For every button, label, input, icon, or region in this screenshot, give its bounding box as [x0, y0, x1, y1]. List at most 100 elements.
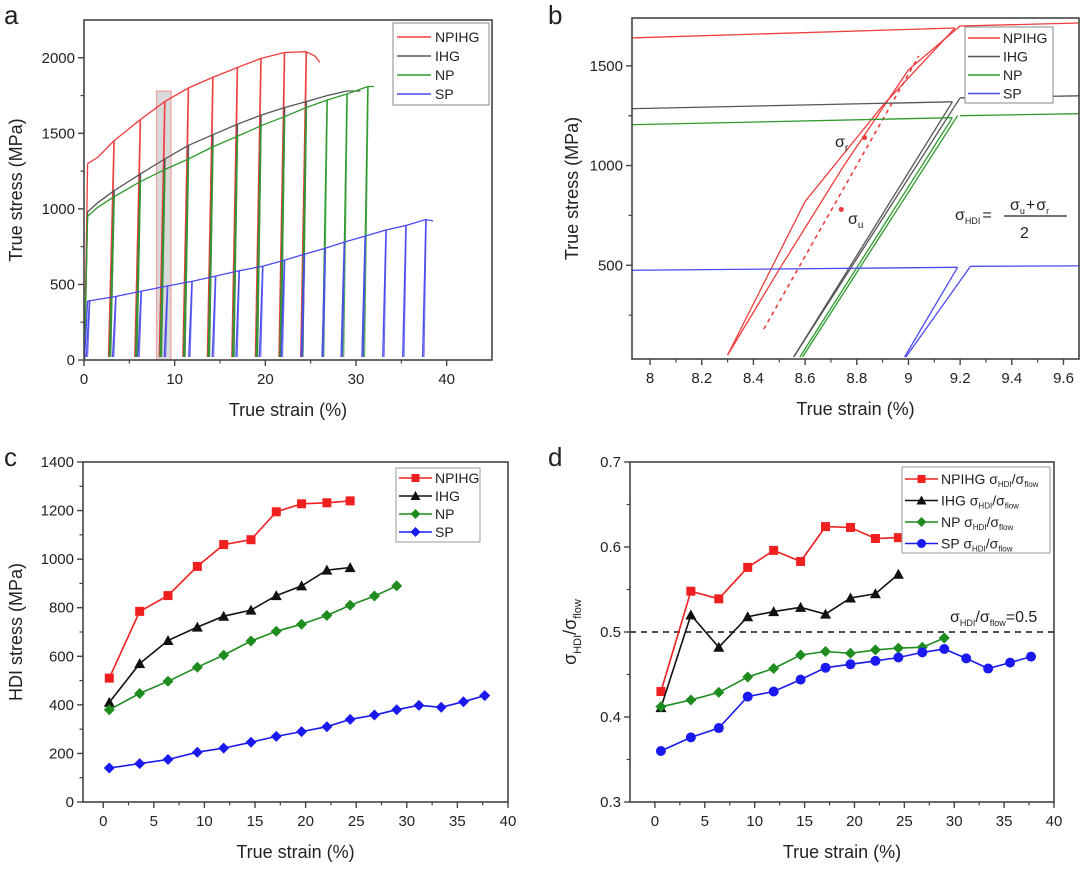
y-tick-label: 200: [49, 745, 74, 762]
data-point-square: [411, 474, 420, 482]
data-point-diamond: [191, 746, 203, 758]
y-tick-label: 400: [49, 697, 74, 714]
data-point-square: [656, 687, 666, 696]
data-point-circle: [939, 644, 950, 654]
panel-a-stress-strain: 0 10 20 30 40 0 500 1000 1500 2000 a True strain (%…: [4, 0, 493, 420]
panel-b-zoomed-loop: 8 8.2 8.4 8.6 8.8 9 9.2 9.4 9.6 500 1000 1500 b True …: [548, 0, 1080, 419]
panel-label: a: [4, 0, 19, 30]
sigma-symbol: σ: [985, 471, 998, 487]
data-point-triangle: [742, 611, 754, 622]
series-line: [660, 648, 1032, 752]
series-line: [109, 694, 485, 769]
data-point-diamond: [916, 517, 927, 527]
data-point-diamond: [245, 635, 257, 647]
unload-line: [254, 58, 262, 357]
unload-line: [255, 125, 262, 357]
unload-line: [321, 248, 326, 357]
data-point-circle: [917, 647, 928, 658]
x-tick-label: 8.8: [846, 370, 867, 387]
data-point-diamond: [795, 649, 807, 661]
data-point-diamond: [742, 671, 754, 683]
panel-c-hdi-stress: 0 5 10 15 20 25 30 35 40020040060080010001200140…: [4, 442, 516, 862]
unload-line: [235, 270, 240, 358]
unload-curve: [799, 117, 953, 358]
data-point-diamond: [391, 580, 403, 592]
legend-label: SP: [435, 524, 454, 540]
x-tick-label: 10: [746, 813, 763, 830]
legend-label: NP σHDI/σflow: [941, 514, 1013, 532]
unload-line: [382, 230, 387, 357]
slash-sigma: /σ: [560, 619, 580, 635]
data-point-circle: [742, 691, 753, 702]
reload-line: [138, 291, 143, 357]
legend-label: NPIHG: [435, 29, 479, 45]
data-point-diamond: [162, 675, 174, 687]
data-point-square: [893, 533, 903, 543]
subscript: u: [1020, 206, 1025, 216]
unload-line: [231, 67, 238, 357]
subscript: HDI: [973, 523, 987, 532]
y-tick-label: 1200: [41, 503, 74, 520]
data-point-circle: [1026, 651, 1037, 662]
unload-line: [280, 260, 286, 357]
x-tick-label: 20: [297, 813, 314, 830]
series-npihg: [632, 22, 1079, 356]
envelope-line: [87, 90, 361, 213]
subscript: HDI: [572, 635, 584, 654]
reload-curve: [801, 115, 959, 358]
data-point-triangle: [768, 606, 780, 617]
series-ihg: [655, 568, 904, 713]
reload-line: [423, 219, 427, 357]
data-point-diamond: [103, 762, 115, 774]
reload-line: [209, 146, 214, 357]
series-ihg: [632, 95, 1079, 358]
unload-line: [402, 225, 407, 357]
series-line: [660, 573, 899, 708]
slash-sigma: /σ: [975, 609, 989, 626]
unload-line: [183, 159, 189, 357]
series-npihg: [104, 496, 355, 683]
reload-line: [233, 136, 239, 357]
y-tick-label: 600: [49, 648, 74, 665]
x-tick-label: 9.4: [1001, 370, 1022, 387]
sigma-symbol: σ: [560, 654, 580, 665]
data-point-square: [104, 673, 114, 683]
reload-line: [260, 266, 264, 357]
pre-unload-line: [632, 101, 953, 110]
data-point-square: [345, 496, 355, 506]
value-text: =0.5: [1006, 609, 1038, 626]
unload-line: [207, 146, 214, 357]
data-point-diamond: [457, 696, 469, 708]
plot-area: [632, 22, 1079, 358]
y-axis-title: σHDI/σflow: [560, 599, 584, 665]
unload-line: [85, 300, 91, 358]
reference-line-label: σHDI/σflow=0.5: [950, 609, 1037, 628]
y-tick-label: 0.3: [600, 794, 621, 811]
unload-line: [278, 52, 286, 357]
data-point-diamond: [713, 686, 725, 698]
series-sp: [83, 218, 434, 361]
y-tick-label: 1500: [42, 125, 75, 142]
data-point-diamond: [103, 704, 115, 716]
subscript: flow: [1024, 480, 1038, 489]
data-point-triangle: [218, 610, 230, 621]
unload-line: [211, 276, 217, 358]
unload-line: [206, 77, 214, 357]
sigma-symbol: σ: [959, 536, 972, 552]
y-tick-label: 0.6: [600, 539, 621, 556]
sigma-u-point: [838, 206, 844, 212]
legend-label: SP: [435, 86, 454, 102]
x-tick-label: 40: [1046, 813, 1063, 830]
x-tick-label: 25: [896, 813, 913, 830]
data-point-triangle: [296, 580, 308, 591]
data-point-square: [686, 586, 696, 596]
formula-numerator: σu+σr: [1010, 197, 1049, 216]
unload-line: [279, 116, 286, 357]
data-point-diamond: [344, 713, 356, 725]
data-point-diamond: [768, 663, 780, 675]
data-point-square: [219, 540, 229, 550]
x-tick-label: 5: [701, 813, 709, 830]
x-tick-label: 8.4: [743, 370, 764, 387]
post-reload-line: [960, 113, 1079, 117]
elastic-line: [83, 301, 89, 361]
